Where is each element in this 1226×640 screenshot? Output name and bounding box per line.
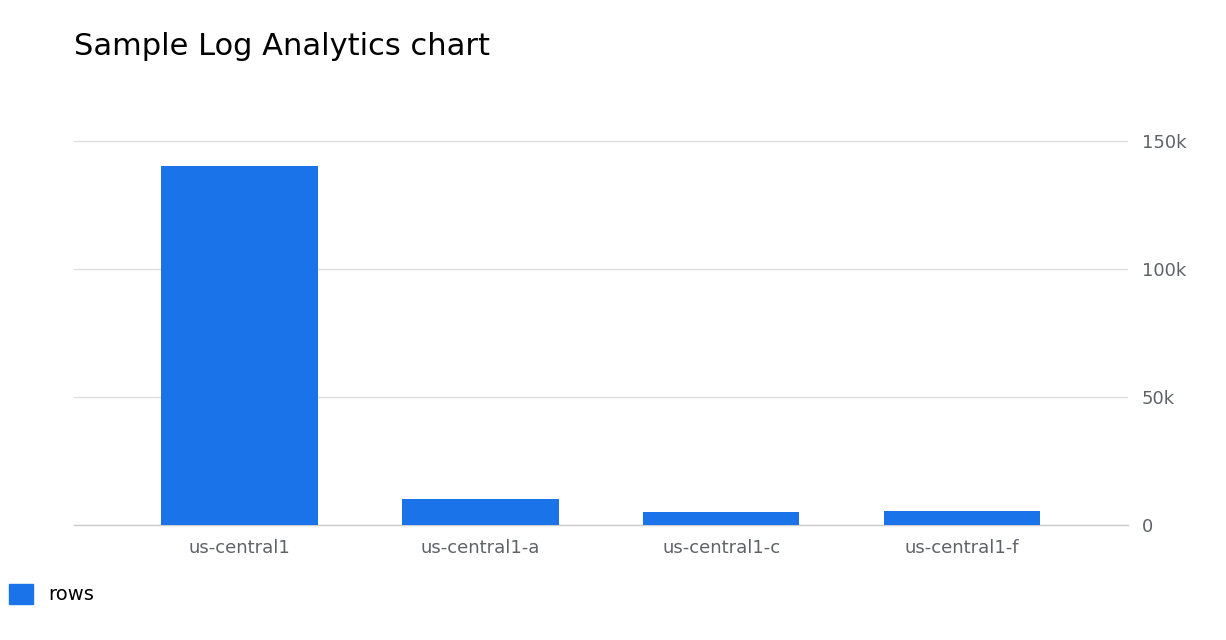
Text: Sample Log Analytics chart: Sample Log Analytics chart — [74, 32, 489, 61]
Bar — [884, 511, 1040, 525]
Bar — [402, 499, 559, 525]
Bar — [642, 512, 799, 525]
Bar — [162, 166, 318, 525]
Legend: rows: rows — [10, 584, 94, 604]
